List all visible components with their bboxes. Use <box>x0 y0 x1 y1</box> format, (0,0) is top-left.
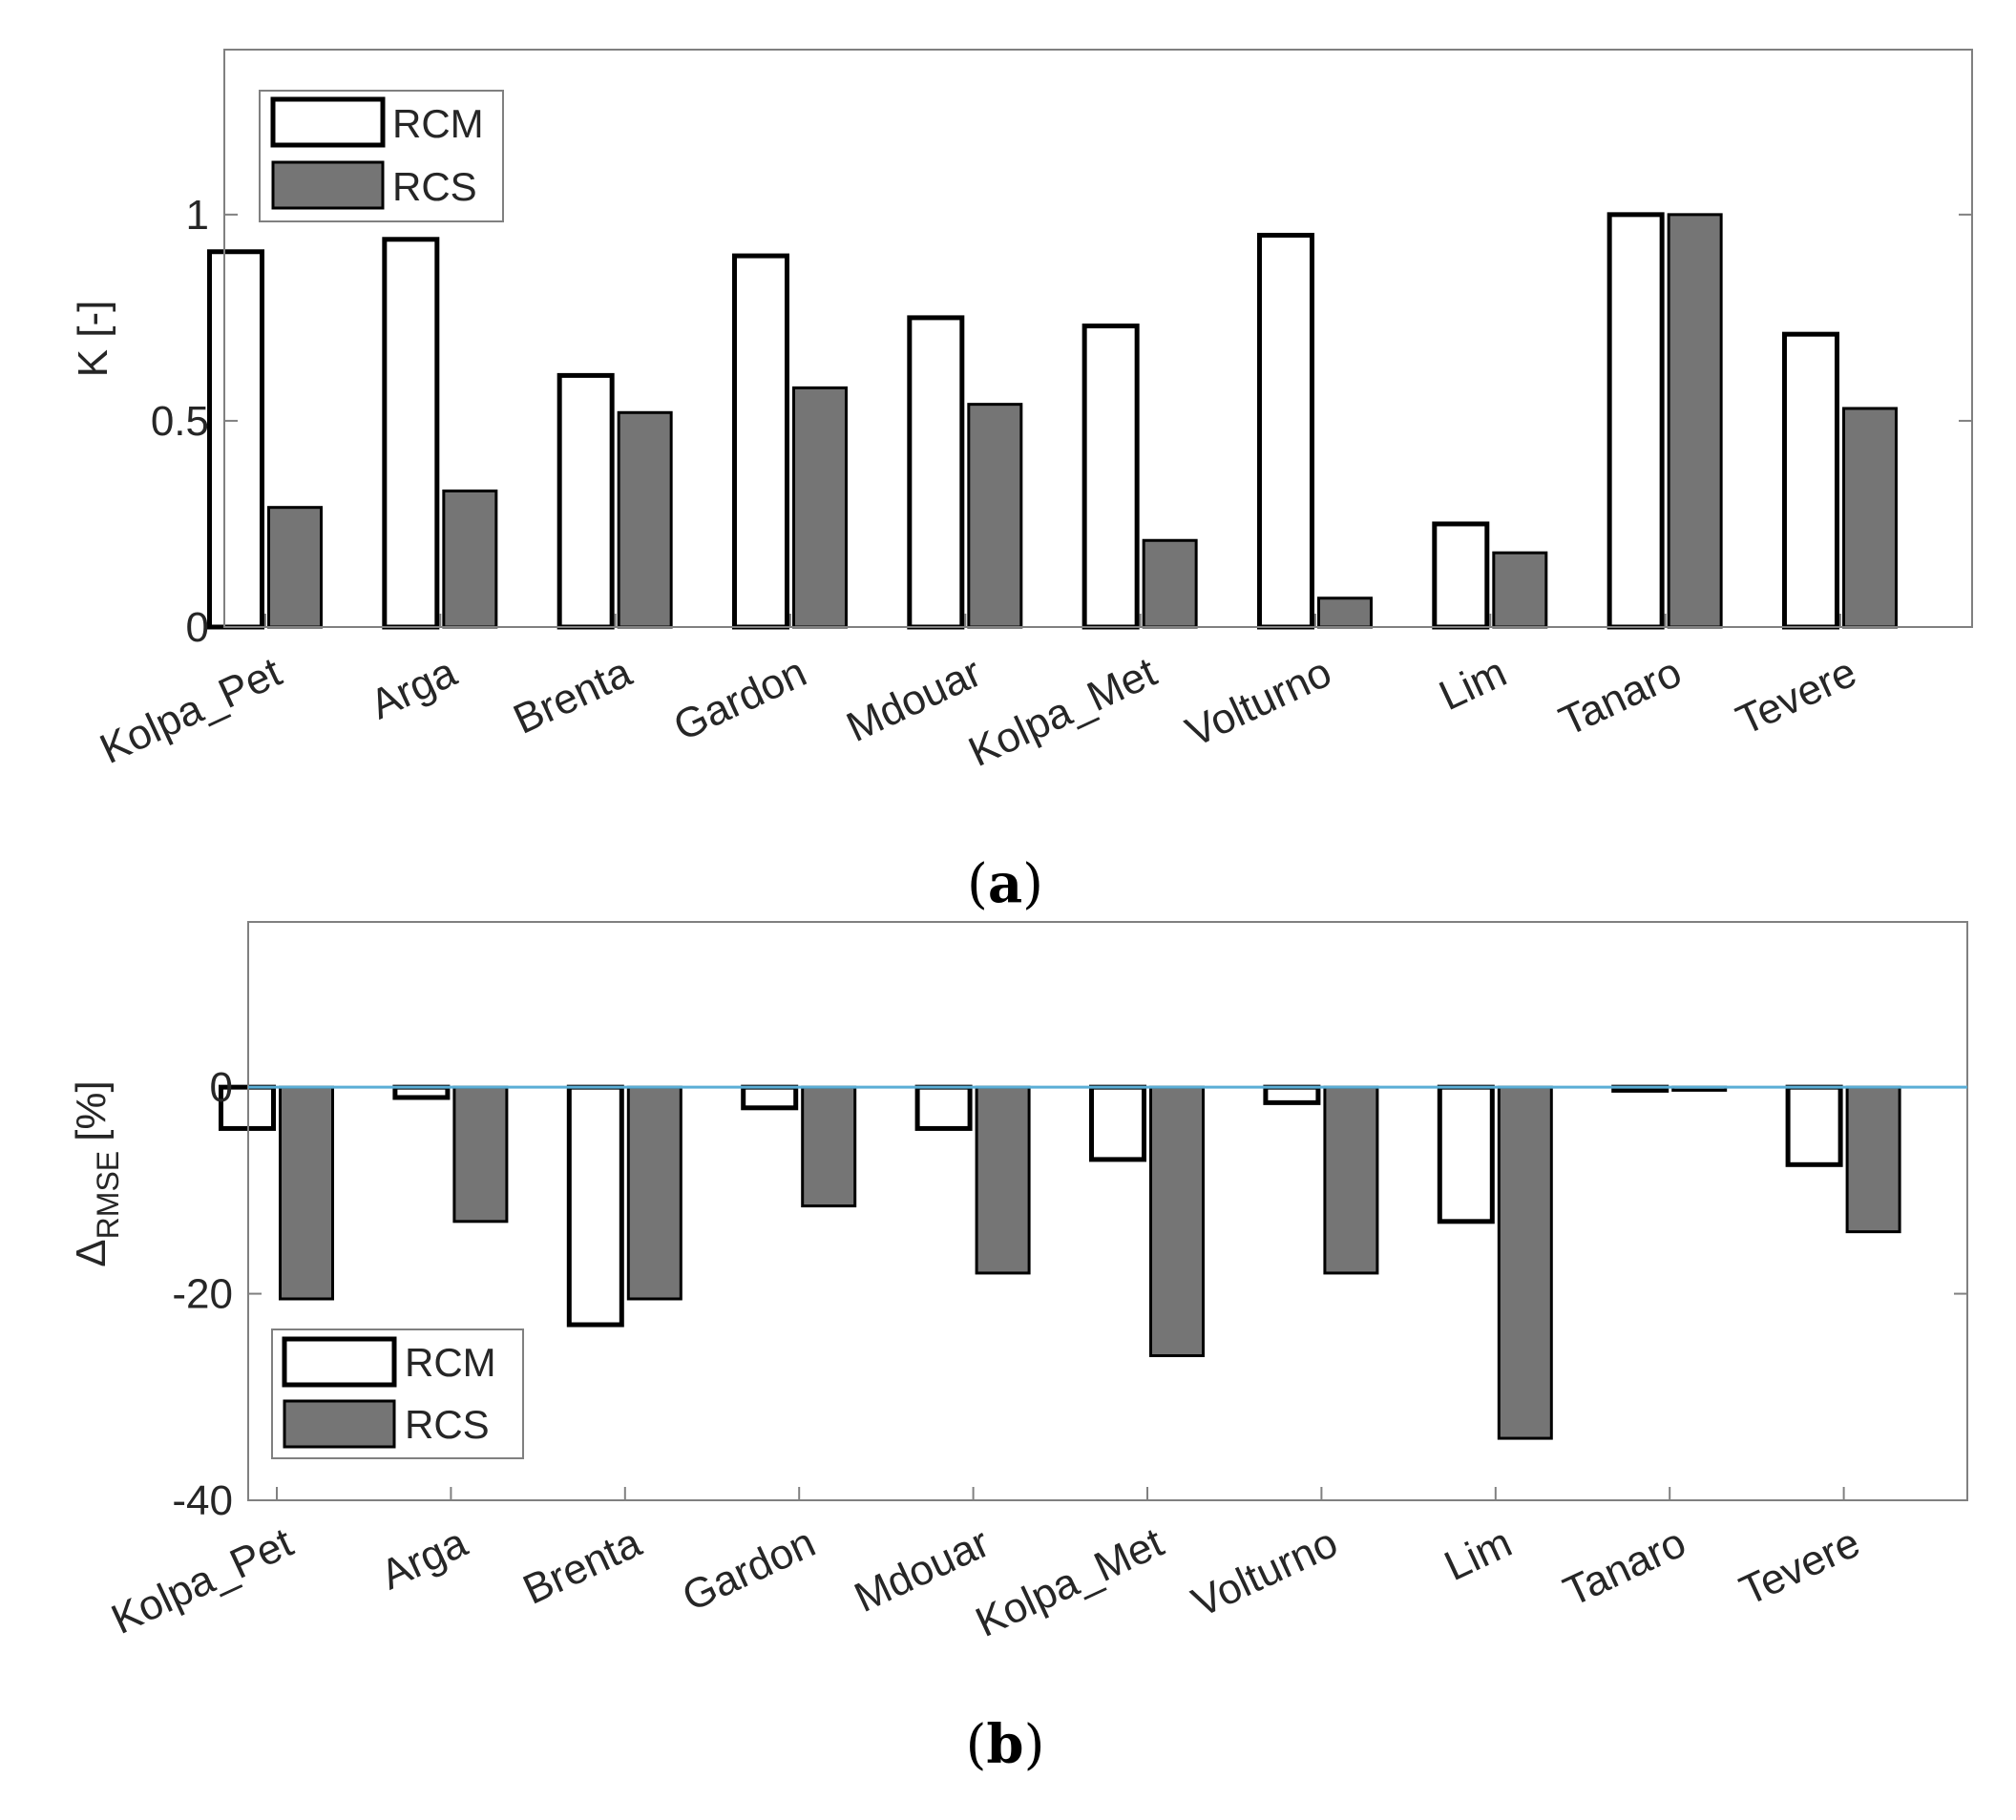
x-tick-label-a: Kolpa_Met <box>962 649 1164 776</box>
y-tick-label-b: -20 <box>172 1271 233 1318</box>
bar-rcm-mdouar-a <box>907 315 965 630</box>
y-tick-label-a: 0 <box>186 604 209 651</box>
x-tick-label-b: Brenta <box>516 1518 649 1613</box>
legend-swatch-rcs-b <box>283 1399 396 1449</box>
x-tick-label-b: Kolpa_Met <box>969 1519 1170 1646</box>
bar-rcm-kolpa-met-b <box>1089 1084 1146 1162</box>
axes-frame-a <box>223 49 1973 628</box>
x-tick-label-a: Brenta <box>507 648 640 743</box>
bar-rcs-kolpa-pet-b <box>279 1085 334 1301</box>
bar-rcm-brenta-a <box>556 372 615 630</box>
bar-rcs-gardon-a <box>791 386 848 629</box>
y-axis-label-a: K [-] <box>70 301 116 378</box>
bar-rcs-brenta-a <box>617 410 673 629</box>
bar-rcm-kolpa-pet-a <box>207 249 264 630</box>
bar-rcs-kolpa-met-b <box>1149 1085 1205 1357</box>
x-tick-label-a: Tanaro <box>1552 649 1689 745</box>
bar-rcm-brenta-b <box>566 1084 624 1328</box>
legend-a: RCM RCS <box>259 90 504 222</box>
caption-a: (a) <box>967 852 1043 915</box>
bar-rcs-kolpa-pet-a <box>267 506 323 629</box>
x-tick-label-a: Kolpa_Pet <box>93 649 288 773</box>
bar-rcm-arga-b <box>392 1084 451 1100</box>
x-tick-label-b: Tanaro <box>1557 1519 1693 1616</box>
bar-rcm-arga-a <box>382 237 440 630</box>
bar-rcs-brenta-b <box>626 1085 682 1301</box>
bar-rcs-tevere-b <box>1845 1085 1901 1234</box>
caption-b: (b) <box>966 1713 1045 1776</box>
x-tick-label-a: Arga <box>364 648 464 728</box>
y-axis-label-b: ΔRMSE[%] <box>68 1080 125 1266</box>
x-tick-label-b: Tevere <box>1732 1519 1866 1615</box>
x-tick-label-b: Lim <box>1438 1519 1519 1590</box>
bar-rcs-gardon-b <box>801 1085 857 1208</box>
bar-rcm-gardon-b <box>741 1084 799 1111</box>
x-tick-label-b: Gardon <box>676 1519 823 1621</box>
bar-rcm-lim-b <box>1437 1084 1495 1224</box>
bar-rcm-mdouar-b <box>914 1084 973 1131</box>
bar-rcs-mdouar-a <box>967 403 1023 629</box>
bar-rcm-tanaro-a <box>1606 212 1665 630</box>
x-tick-label-b: Kolpa_Pet <box>104 1519 300 1643</box>
y-tick-label-a: 1 <box>186 192 209 239</box>
bar-rcs-tanaro-a <box>1667 213 1723 629</box>
legend-label-rcs-a: RCS <box>392 164 477 209</box>
bar-rcm-tevere-b <box>1785 1084 1843 1167</box>
x-tick-label-b: Arga <box>374 1518 474 1599</box>
legend-b: RCM RCS <box>271 1328 524 1459</box>
bar-rcs-tevere-a <box>1841 407 1898 629</box>
legend-label-rcs-b: RCS <box>405 1402 490 1447</box>
bar-rcs-arga-a <box>442 489 498 629</box>
x-tick-label-b: Volturno <box>1186 1519 1345 1627</box>
legend-label-rcm-a: RCM <box>392 101 484 146</box>
y-tick-label-b: -40 <box>172 1477 233 1524</box>
bar-rcs-mdouar-b <box>975 1085 1031 1275</box>
bar-rcs-volturno-a <box>1316 596 1373 629</box>
bar-rcs-volturno-b <box>1323 1085 1379 1275</box>
legend-swatch-rcs-a <box>271 160 385 210</box>
x-tick-label-a: Tevere <box>1730 649 1863 744</box>
bar-rcs-lim-a <box>1492 551 1548 629</box>
y-tick-label-b: 0 <box>210 1064 233 1111</box>
x-tick-label-a: Volturno <box>1179 649 1338 757</box>
bar-rcm-volturno-b <box>1263 1084 1321 1105</box>
legend-label-rcm-b: RCM <box>405 1340 496 1385</box>
x-tick-label-a: Gardon <box>666 649 813 750</box>
y-tick-label-a: 0.5 <box>151 398 209 445</box>
x-tick-label-a: Lim <box>1433 649 1514 720</box>
bar-rcs-kolpa-met-a <box>1142 538 1198 629</box>
legend-swatch-rcm-a <box>270 96 386 148</box>
bar-rcs-lim-b <box>1497 1085 1553 1440</box>
bar-rcs-arga-b <box>452 1085 509 1224</box>
legend-swatch-rcm-b <box>282 1336 397 1388</box>
bar-rcm-tevere-a <box>1781 331 1839 630</box>
bar-rcm-lim-a <box>1432 521 1490 630</box>
axes-frame-b <box>247 921 1968 1501</box>
bar-rcm-volturno-a <box>1256 232 1314 630</box>
bar-rcm-kolpa-met-a <box>1082 324 1140 630</box>
bar-rcm-gardon-a <box>731 253 789 630</box>
